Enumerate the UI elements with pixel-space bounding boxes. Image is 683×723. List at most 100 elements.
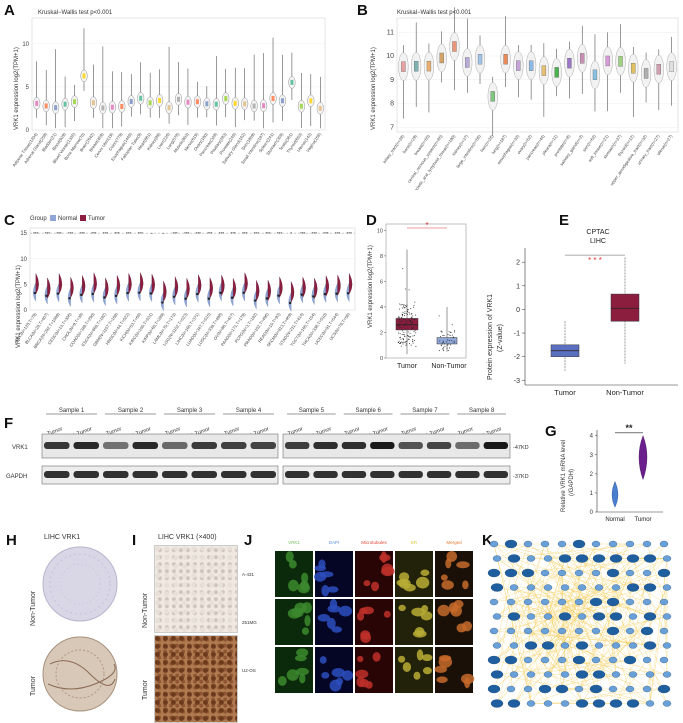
median-dot bbox=[196, 292, 199, 296]
violin-tumor bbox=[47, 277, 51, 299]
data-point bbox=[405, 343, 407, 345]
network-node bbox=[560, 584, 570, 591]
cell-blob bbox=[326, 617, 336, 629]
box-mark bbox=[631, 63, 636, 74]
panel-e: E Protein expression of VRK1 (Z-value) C… bbox=[475, 210, 683, 400]
network-node bbox=[609, 612, 623, 621]
network-edge bbox=[547, 558, 597, 690]
legend-label-tumor: Tumor bbox=[88, 216, 105, 222]
network-node bbox=[524, 641, 538, 650]
panel-label-h: H bbox=[6, 532, 17, 549]
network-node bbox=[557, 569, 567, 577]
x-label-tumor: Tumor bbox=[397, 363, 418, 370]
data-point bbox=[401, 307, 403, 309]
network-node bbox=[611, 584, 621, 591]
network-edge bbox=[612, 543, 634, 588]
data-point bbox=[405, 344, 407, 346]
h-title: LIHC VRK1 bbox=[44, 534, 81, 541]
data-point bbox=[409, 320, 411, 322]
network-edge bbox=[513, 572, 665, 617]
data-point bbox=[398, 326, 400, 328]
box-mark bbox=[290, 79, 294, 85]
y-tick-label: -3 bbox=[514, 378, 520, 385]
sig-label: *** bbox=[45, 231, 51, 236]
network-edge bbox=[493, 616, 668, 661]
panel-k: K bbox=[480, 530, 683, 723]
band-gapdh bbox=[426, 471, 452, 478]
network-node bbox=[543, 584, 553, 591]
network-node bbox=[526, 671, 536, 678]
data-point bbox=[408, 289, 410, 291]
data-point bbox=[442, 340, 444, 342]
data-point bbox=[400, 345, 402, 347]
network-node bbox=[662, 584, 672, 591]
cell-blob bbox=[357, 655, 364, 663]
data-point bbox=[399, 343, 401, 345]
data-point bbox=[442, 341, 444, 343]
data-point bbox=[414, 329, 416, 331]
box-mark bbox=[656, 64, 661, 75]
data-point bbox=[399, 317, 401, 319]
network-node bbox=[662, 671, 672, 678]
y-tick-label: 9 bbox=[390, 77, 394, 84]
network-node bbox=[541, 641, 555, 650]
network-edge bbox=[581, 543, 597, 617]
channel-label: ER bbox=[411, 540, 418, 545]
box-mark bbox=[477, 54, 483, 65]
chart-d: 0 2 4 6 8 10 * Tumor Non-Tumor bbox=[377, 221, 467, 370]
cell-blob bbox=[441, 580, 454, 590]
data-point bbox=[448, 331, 450, 333]
network-node bbox=[558, 612, 572, 621]
data-point bbox=[442, 348, 444, 350]
median-dot bbox=[277, 294, 280, 297]
network-node bbox=[572, 655, 586, 665]
box-mark bbox=[426, 60, 432, 72]
cell-blob bbox=[319, 656, 327, 664]
network-node bbox=[589, 597, 603, 607]
violin-tumor bbox=[291, 281, 295, 303]
cell-blob bbox=[327, 586, 339, 593]
network-edge bbox=[544, 587, 549, 632]
data-point bbox=[404, 288, 406, 290]
box-mark bbox=[490, 91, 495, 102]
box-mark bbox=[35, 100, 39, 106]
sig-label: *** bbox=[196, 231, 202, 236]
data-point bbox=[444, 345, 446, 347]
network-node bbox=[557, 598, 567, 606]
network-node bbox=[487, 568, 501, 578]
data-point bbox=[443, 343, 445, 345]
network-node bbox=[662, 700, 672, 707]
y-tick-label: 10 bbox=[386, 53, 394, 60]
data-point bbox=[453, 342, 455, 344]
cell-blob bbox=[321, 584, 330, 597]
box-mark bbox=[148, 100, 152, 106]
legend-label-normal: Normal bbox=[58, 216, 77, 222]
network-edge bbox=[632, 543, 665, 617]
sig-label: *** bbox=[230, 231, 236, 236]
sig-label: *** bbox=[80, 231, 86, 236]
network-node bbox=[662, 555, 672, 562]
network-node bbox=[625, 685, 635, 693]
data-point bbox=[405, 320, 407, 322]
box-mark bbox=[592, 69, 598, 80]
network-node bbox=[659, 598, 669, 606]
data-point bbox=[403, 326, 405, 328]
cell-blob bbox=[301, 572, 309, 584]
network-edge bbox=[513, 558, 600, 704]
data-point bbox=[403, 339, 405, 341]
sig-label: − bbox=[151, 231, 154, 236]
data-point bbox=[447, 344, 449, 346]
cell-blob bbox=[317, 613, 330, 622]
box-mark bbox=[618, 56, 623, 67]
data-point bbox=[405, 341, 407, 343]
median-dot bbox=[254, 299, 257, 302]
panel-i: I LIHC VRK1 (×400) Non-Tumor Tumor bbox=[130, 530, 240, 723]
sig-label: *** bbox=[126, 231, 132, 236]
band-vrk1 bbox=[132, 442, 158, 449]
violin-tumor bbox=[221, 275, 225, 297]
network-node bbox=[592, 699, 606, 708]
network-node bbox=[606, 597, 620, 607]
network-edge bbox=[530, 645, 563, 690]
network-edge bbox=[496, 601, 512, 675]
network-node bbox=[523, 627, 533, 635]
